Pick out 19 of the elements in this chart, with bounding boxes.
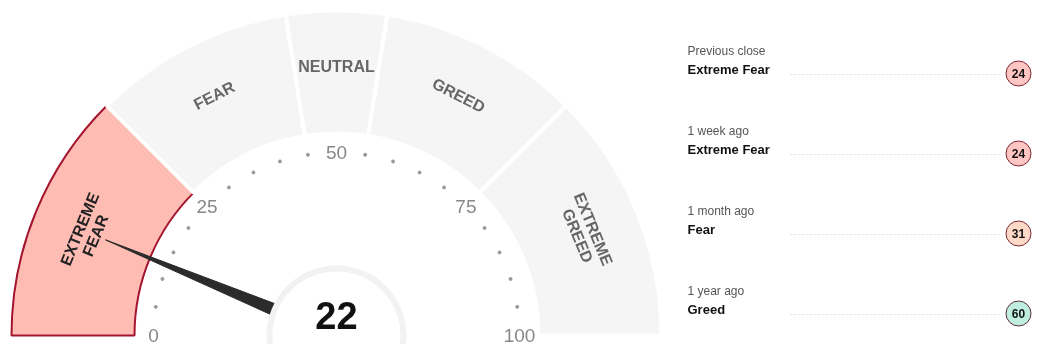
slice-label: NEUTRAL [298, 57, 375, 75]
text: 1 month ago [687, 203, 755, 218]
text: 0 [148, 325, 159, 344]
text: 50 [325, 142, 348, 163]
text: 1 week ago [687, 123, 750, 138]
text: 60 [1011, 307, 1026, 321]
text: Fear [687, 222, 715, 237]
text: 24 [1011, 67, 1026, 81]
text: Greed [687, 302, 726, 317]
text: 24 [1011, 147, 1026, 161]
text: Extreme Fear [687, 142, 770, 157]
text: 22 [315, 295, 358, 337]
text: Previous close [687, 43, 766, 58]
text: Extreme Fear [687, 62, 770, 77]
text: 75 [455, 195, 477, 217]
text: 100 [503, 325, 536, 344]
text: 31 [1011, 227, 1026, 241]
text: 1 year ago [687, 283, 745, 298]
text: 25 [196, 195, 218, 217]
